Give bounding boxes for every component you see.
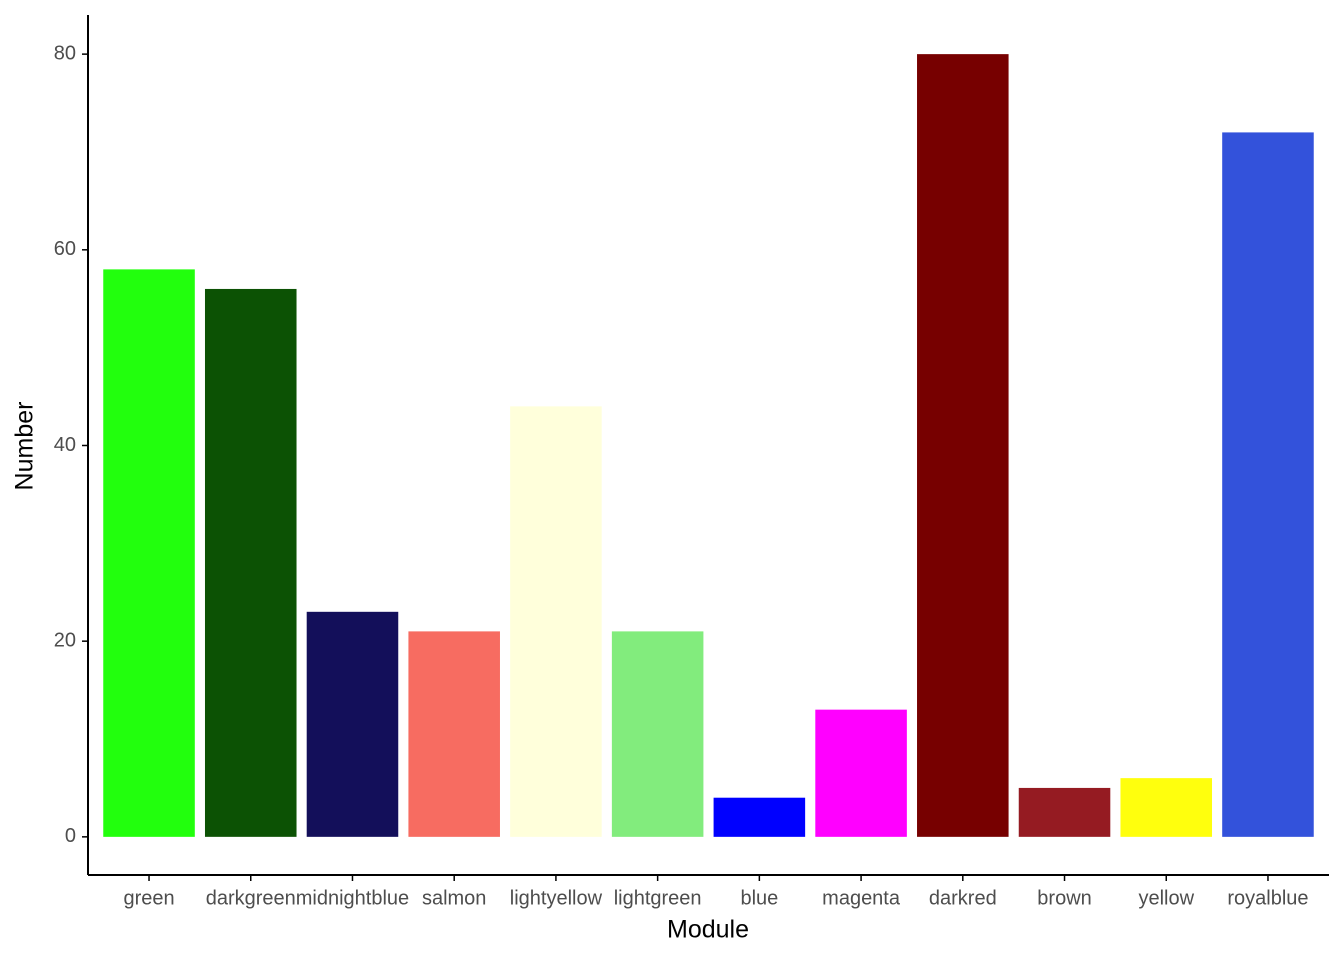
bar (611, 631, 704, 837)
x-tick-label: lightyellow (510, 887, 603, 909)
bar (510, 406, 602, 837)
y-tick-label: 40 (54, 434, 76, 456)
x-tick-label: royalblue (1227, 887, 1308, 909)
bar (713, 797, 806, 837)
bar (306, 611, 399, 837)
x-axis-title: Module (667, 916, 749, 944)
bar (917, 54, 1009, 837)
x-tick-label: brown (1037, 887, 1091, 909)
bar (408, 631, 500, 837)
y-tick-label: 60 (54, 238, 76, 260)
y-tick-label: 20 (54, 629, 76, 651)
x-tick-label: darkred (929, 887, 997, 909)
bar (103, 269, 195, 837)
x-tick-label: blue (740, 887, 778, 909)
y-tick-label: 0 (65, 825, 76, 847)
x-tick-label: salmon (422, 887, 486, 909)
x-tick-label: yellow (1138, 887, 1194, 909)
x-tick-label: green (123, 887, 174, 909)
y-tick-label: 80 (54, 42, 76, 64)
bar (815, 709, 907, 837)
x-tick-label: lightgreen (614, 887, 702, 909)
y-axis-title: Number (11, 402, 39, 491)
x-tick-label: magenta (822, 887, 901, 909)
x-tick-label: midnightblue (296, 887, 409, 909)
bar (1018, 787, 1111, 837)
bar (1120, 778, 1213, 837)
bar (1222, 132, 1314, 837)
bar (204, 288, 297, 837)
x-tick-label: darkgreen (206, 887, 296, 909)
